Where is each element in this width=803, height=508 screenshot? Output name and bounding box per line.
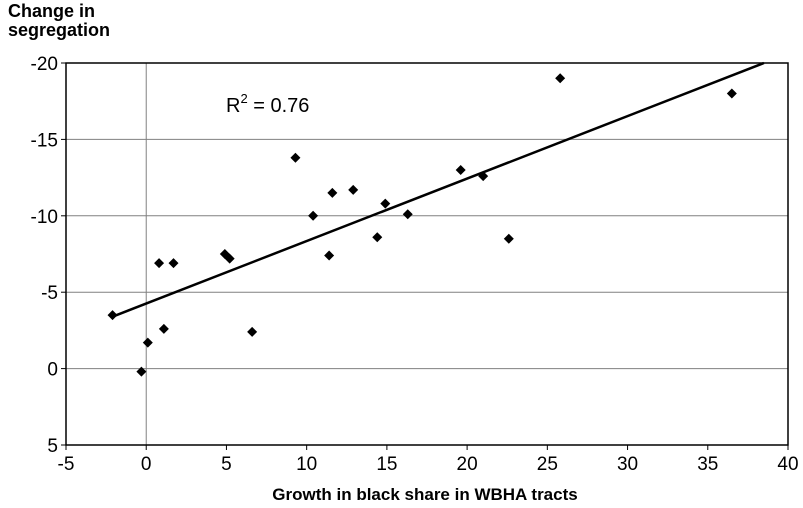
data-point	[455, 164, 466, 175]
axes	[61, 62, 789, 450]
data-point	[503, 233, 514, 244]
grid-lines	[66, 63, 788, 445]
x-axis-title: Growth in black share in WBHA tracts	[272, 485, 577, 504]
data-points	[107, 73, 737, 377]
data-point	[154, 258, 165, 269]
x-tick-label: 35	[697, 454, 718, 475]
x-tick-label: 0	[141, 454, 152, 475]
y-axis-title-line-2: segregation	[8, 20, 111, 40]
data-point	[726, 88, 737, 99]
data-point	[324, 250, 335, 261]
x-tick-label: 15	[376, 454, 397, 475]
trend-line-group	[112, 61, 765, 318]
data-point	[168, 258, 179, 269]
data-point	[224, 253, 235, 264]
y-tick-label: -20	[31, 54, 58, 75]
trend-line	[112, 61, 765, 318]
data-point	[107, 310, 118, 321]
x-tick-label: 25	[537, 454, 558, 475]
data-point	[247, 326, 258, 337]
data-point	[348, 184, 359, 195]
data-point	[372, 232, 383, 243]
y-tick-label: -15	[31, 130, 58, 151]
r-squared-value: = 0.76	[248, 95, 310, 117]
data-point	[327, 187, 338, 198]
data-point	[478, 171, 489, 182]
data-point	[158, 323, 169, 334]
data-point	[402, 209, 413, 220]
tick-labels: -5 0 5 10 15 20 25 30 35 40 -20 -15 -10 -5 0 5	[31, 54, 799, 475]
r-squared-annotation: R2 = 0.76	[226, 91, 309, 117]
data-point	[308, 210, 319, 221]
y-tick-label: 0	[47, 360, 58, 381]
r-squared-base: R	[226, 95, 240, 117]
x-tick-label: 40	[777, 454, 798, 475]
x-tick-label: 20	[457, 454, 478, 475]
data-point	[290, 152, 301, 163]
data-point	[142, 337, 153, 348]
plot-border	[65, 62, 789, 446]
y-axis-title: Change in segregation	[8, 2, 168, 40]
x-tick-label: 5	[221, 454, 232, 475]
y-axis-title-line-1: Change in	[8, 1, 96, 21]
x-tick-label: 30	[617, 454, 638, 475]
data-point	[380, 198, 391, 209]
data-point	[555, 73, 566, 84]
y-tick-label: -5	[41, 283, 58, 304]
x-tick-label: -5	[58, 454, 75, 475]
x-tick-label: 10	[296, 454, 317, 475]
r-squared-superscript: 2	[240, 91, 247, 106]
data-point	[136, 366, 147, 377]
y-tick-label: -10	[31, 207, 58, 228]
y-tick-label: 5	[47, 436, 58, 457]
